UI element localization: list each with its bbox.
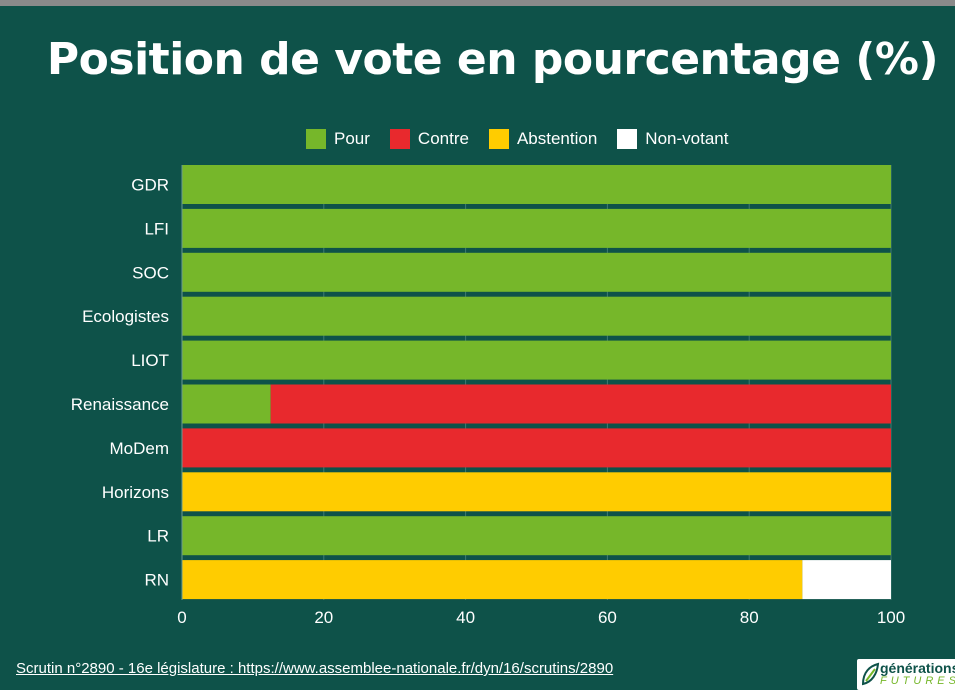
- legend-swatch: [306, 129, 326, 149]
- legend-item: Pour: [306, 129, 370, 149]
- legend-swatch: [389, 129, 410, 149]
- leaf-icon: [861, 662, 880, 686]
- legend-swatch: [488, 129, 509, 149]
- x-tick-label: 20: [314, 608, 333, 627]
- bar-segment: [182, 296, 891, 336]
- legend: Pour Contre Abstention Non-votant: [306, 129, 728, 149]
- bar-segment: [270, 384, 891, 424]
- logo: générations FUTURES: [857, 659, 955, 690]
- x-tick-label: 100: [877, 608, 905, 627]
- bar-segment: [182, 472, 891, 512]
- bar-segment: [182, 340, 891, 380]
- y-tick-label: Horizons: [102, 483, 169, 502]
- y-tick-label: Renaissance: [71, 395, 169, 414]
- bar-segment: [182, 165, 891, 204]
- y-tick-label: Ecologistes: [82, 307, 169, 326]
- bar-segment: [182, 208, 891, 248]
- x-tick-label: 40: [456, 608, 475, 627]
- legend-label: Abstention: [516, 129, 598, 148]
- y-tick-label: LR: [147, 527, 169, 546]
- y-tick-label: SOC: [132, 263, 169, 282]
- x-tick-label: 60: [598, 608, 617, 627]
- y-tick-label: LFI: [144, 219, 169, 238]
- logo-subtext: FUTURES: [880, 675, 955, 687]
- y-tick-label: LIOT: [131, 351, 169, 370]
- legend-item: Contre: [389, 129, 469, 149]
- x-tick-label: 0: [177, 608, 186, 627]
- legend-item: Non-votant: [617, 129, 728, 149]
- bar-segment: [182, 428, 891, 468]
- legend-swatch: [617, 129, 638, 149]
- y-tick-label: MoDem: [109, 439, 169, 458]
- window-frame: [0, 0, 955, 6]
- y-tick-label: GDR: [131, 176, 169, 195]
- legend-label: Pour: [334, 129, 370, 148]
- y-tick-label: RN: [144, 571, 169, 590]
- bar-segment: [182, 560, 803, 600]
- logo-text: générations: [880, 660, 955, 676]
- legend-item: Abstention: [488, 129, 598, 149]
- bar-segment: [182, 252, 891, 292]
- chart-title: Position de vote en pourcentage (%): [46, 34, 939, 85]
- bar-segment: [802, 560, 891, 600]
- legend-label: Contre: [417, 129, 469, 148]
- legend-label: Non-votant: [645, 129, 729, 148]
- bar-segment: [182, 516, 891, 556]
- bar-segment: [182, 384, 271, 424]
- x-tick-label: 80: [740, 608, 759, 627]
- source-link[interactable]: Scrutin n°2890 - 16e législature : https…: [16, 660, 614, 677]
